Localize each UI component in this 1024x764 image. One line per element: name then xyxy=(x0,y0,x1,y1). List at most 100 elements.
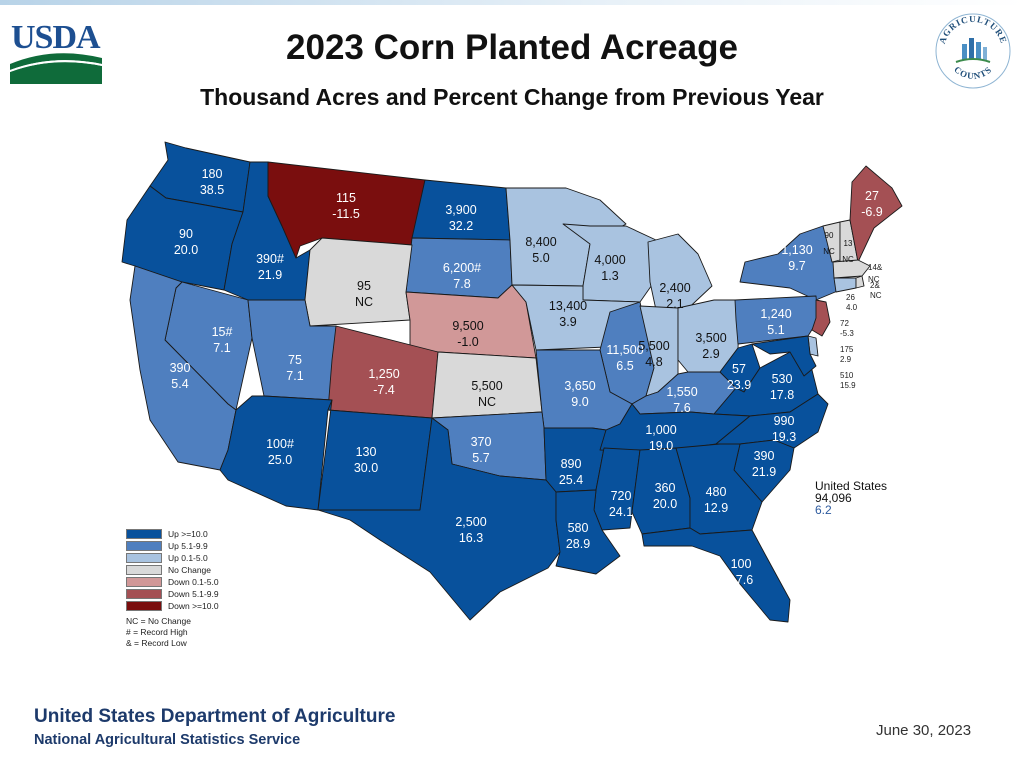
legend-item: Down >=10.0 xyxy=(126,600,286,612)
page-title: 2023 Corn Planted Acreage xyxy=(286,28,738,67)
state-label-nv: 15# 7.1 xyxy=(212,325,233,355)
legend-item: Down 5.1-9.9 xyxy=(126,588,286,600)
state-label-ma-change: NC xyxy=(868,275,880,284)
map-legend: Up >=10.0 Up 5.1-9.9 Up 0.1-5.0 No Change Do… xyxy=(126,528,286,649)
state-label-ri-change: NC xyxy=(870,291,882,300)
state-label-nh: 13 NC xyxy=(842,239,854,264)
state-label-ne: 9,500 -1.0 xyxy=(452,319,483,349)
state-label-ct-change: 4.0 xyxy=(846,303,858,312)
states-layer xyxy=(121,141,903,623)
legend-swatch xyxy=(126,529,162,539)
legend-swatch xyxy=(126,541,162,551)
state-label-de-change: 2.9 xyxy=(840,355,852,364)
state-md xyxy=(751,335,817,377)
state-label-fl: 100 17.6 xyxy=(729,557,753,587)
state-label-sd: 6,200# 7.8 xyxy=(443,261,481,291)
state-label-la: 580 28.9 xyxy=(566,521,590,551)
state-label-nd: 3,900 32.2 xyxy=(445,203,476,233)
state-label-tx: 2,500 16.3 xyxy=(455,515,486,545)
legend-swatch xyxy=(126,565,162,575)
state-label-pa: 1,240 5.1 xyxy=(760,307,791,337)
legend-item: Down 0.1-5.0 xyxy=(126,576,286,588)
state-label-ma-acres: 14& xyxy=(868,263,883,272)
state-label-ms: 720 24.1 xyxy=(609,489,633,519)
state-label-co: 1,250 -7.4 xyxy=(368,367,399,397)
us-total-change: 6.2 xyxy=(815,503,832,517)
footer-service: National Agricultural Statistics Service xyxy=(34,732,301,748)
state-label-al: 360 20.0 xyxy=(653,481,677,511)
state-label-ga: 480 12.9 xyxy=(704,485,728,515)
state-me xyxy=(849,165,903,263)
state-ga xyxy=(675,443,763,535)
state-label-wv: 57 23.9 xyxy=(727,362,751,392)
state-label-id: 390# 21.9 xyxy=(256,252,284,282)
state-label-ny: 1,130 9.7 xyxy=(781,243,812,273)
state-label-wi: 4,000 1.3 xyxy=(594,253,625,283)
state-label-az: 100# 25.0 xyxy=(266,437,294,467)
state-label-nm: 130 30.0 xyxy=(354,445,378,475)
legend-note: & = Record Low xyxy=(126,638,187,648)
legend-item: Up >=10.0 xyxy=(126,528,286,540)
state-label-va: 530 17.8 xyxy=(770,372,794,402)
state-label-sc: 390 21.9 xyxy=(752,449,776,479)
legend-label: Down 0.1-5.0 xyxy=(168,577,219,587)
state-label-ks: 5,500 NC xyxy=(471,379,502,409)
footer-date: June 30, 2023 xyxy=(876,722,972,739)
state-ct xyxy=(833,277,857,293)
top-accent-bar xyxy=(0,0,1024,5)
state-label-vt: 90 NC xyxy=(823,231,835,256)
legend-label: No Change xyxy=(168,565,212,575)
legend-swatch xyxy=(126,577,162,587)
state-label-ky: 1,550 7.6 xyxy=(666,385,697,415)
state-label-wa: 180 38.5 xyxy=(200,167,224,197)
state-label-oh: 3,500 2.9 xyxy=(695,331,726,361)
state-ma xyxy=(832,259,871,279)
legend-label: Down 5.1-9.9 xyxy=(168,589,219,599)
state-label-mt: 115 -11.5 xyxy=(332,191,360,221)
footer-department: United States Department of Agriculture xyxy=(34,706,396,727)
state-label-nj-change: -5.3 xyxy=(840,329,854,338)
legend-note: NC = No Change xyxy=(126,616,191,626)
state-label-me: 27 -6.9 xyxy=(861,189,883,219)
state-wy xyxy=(304,237,413,327)
agriculture-counts-logo: AGRICULTURE COUNTS xyxy=(935,13,1011,89)
state-mi xyxy=(647,233,713,317)
ag-logo-bottom-text: COUNTS xyxy=(952,64,994,81)
state-label-ca: 390 5.4 xyxy=(170,361,191,391)
legend-note: # = Record High xyxy=(126,627,188,637)
legend-label: Up >=10.0 xyxy=(168,529,208,539)
state-label-md-change: 15.9 xyxy=(840,381,856,390)
state-la xyxy=(555,489,621,575)
state-label-ia: 13,400 3.9 xyxy=(549,299,587,329)
legend-item: Up 0.1-5.0 xyxy=(126,552,286,564)
legend-label: Up 0.1-5.0 xyxy=(168,553,208,563)
state-label-il: 11,500 6.5 xyxy=(606,343,643,373)
legend-swatch xyxy=(126,553,162,563)
state-label-mo: 3,650 9.0 xyxy=(564,379,595,409)
state-label-or: 90 20.0 xyxy=(174,227,198,257)
state-ri xyxy=(855,275,865,289)
state-label-ri-acres: 2& xyxy=(870,281,880,290)
state-label-in: 5,500 4.8 xyxy=(638,339,669,369)
state-label-nc: 990 19.3 xyxy=(772,414,796,444)
legend-item: No Change xyxy=(126,564,286,576)
state-label-tn: 1,000 19.0 xyxy=(645,423,676,453)
state-label-nj-acres: 72 xyxy=(840,319,849,328)
state-label-ok: 370 5.7 xyxy=(471,435,492,465)
state-label-ct-acres: 26 xyxy=(846,293,855,302)
state-label-ut: 75 7.1 xyxy=(286,353,303,383)
usda-logo: USDA xyxy=(8,12,104,84)
usda-logo-text: USDA xyxy=(11,19,101,56)
state-fl xyxy=(641,527,791,623)
labels-layer: 180 38.5 90 20.0 390# 21.9 115 -11.5 3,900 32.2 6,… xyxy=(170,167,883,587)
legend-swatch xyxy=(126,601,162,611)
state-nj xyxy=(811,299,831,337)
legend-item: Up 5.1-9.9 xyxy=(126,540,286,552)
state-label-de-acres: 175 xyxy=(840,345,854,354)
legend-label: Down >=10.0 xyxy=(168,601,219,611)
state-label-md-acres: 510 xyxy=(840,371,854,380)
state-label-mi: 2,400 2.1 xyxy=(659,281,690,311)
state-label-mn: 8,400 5.0 xyxy=(525,235,556,265)
legend-label: Up 5.1-9.9 xyxy=(168,541,208,551)
